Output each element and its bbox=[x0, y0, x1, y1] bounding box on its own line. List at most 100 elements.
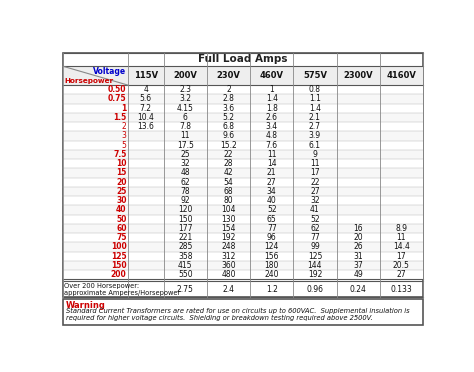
Text: 8.9: 8.9 bbox=[395, 224, 407, 233]
Text: 221: 221 bbox=[178, 233, 192, 242]
Bar bbox=[63, 261, 423, 270]
Text: Full Load Amps: Full Load Amps bbox=[198, 54, 288, 64]
Text: 1.1: 1.1 bbox=[309, 94, 321, 103]
Text: 285: 285 bbox=[178, 243, 192, 251]
Text: 144: 144 bbox=[308, 261, 322, 270]
Text: 20: 20 bbox=[116, 178, 127, 187]
Text: 1.4: 1.4 bbox=[309, 104, 321, 113]
Text: 2.8: 2.8 bbox=[223, 94, 235, 103]
Text: 192: 192 bbox=[221, 233, 236, 242]
Text: 115V: 115V bbox=[134, 71, 158, 80]
Bar bbox=[63, 131, 423, 141]
Text: 15.2: 15.2 bbox=[220, 141, 237, 150]
Text: 48: 48 bbox=[181, 169, 190, 177]
Text: 6.1: 6.1 bbox=[309, 141, 321, 150]
Bar bbox=[63, 113, 423, 122]
Bar bbox=[63, 224, 423, 233]
Text: 1.8: 1.8 bbox=[266, 104, 278, 113]
Text: 1: 1 bbox=[269, 85, 274, 94]
Text: 78: 78 bbox=[181, 187, 190, 196]
Text: 49: 49 bbox=[353, 270, 363, 279]
Text: 100: 100 bbox=[111, 243, 127, 251]
Text: 37: 37 bbox=[353, 261, 363, 270]
Text: 54: 54 bbox=[224, 178, 233, 187]
Bar bbox=[63, 85, 423, 94]
Text: 41: 41 bbox=[310, 205, 320, 215]
Text: 0.50: 0.50 bbox=[108, 85, 127, 94]
Text: 4160V: 4160V bbox=[386, 71, 416, 80]
Text: 156: 156 bbox=[264, 252, 279, 261]
Text: 0.96: 0.96 bbox=[306, 285, 323, 294]
Text: 62: 62 bbox=[181, 178, 190, 187]
Text: 415: 415 bbox=[178, 261, 192, 270]
Text: 96: 96 bbox=[267, 233, 277, 242]
Text: 77: 77 bbox=[310, 233, 320, 242]
Text: 40: 40 bbox=[267, 196, 277, 205]
Text: 7.2: 7.2 bbox=[140, 104, 152, 113]
Text: 125: 125 bbox=[111, 252, 127, 261]
Text: 104: 104 bbox=[221, 205, 236, 215]
Text: 15: 15 bbox=[116, 169, 127, 177]
Text: 2: 2 bbox=[122, 122, 127, 131]
Text: 150: 150 bbox=[178, 215, 192, 224]
Text: 2300V: 2300V bbox=[343, 71, 373, 80]
Bar bbox=[63, 270, 423, 279]
Text: 2.75: 2.75 bbox=[177, 285, 194, 294]
Bar bbox=[63, 122, 423, 131]
Text: 150: 150 bbox=[111, 261, 127, 270]
Text: 550: 550 bbox=[178, 270, 192, 279]
Text: 17.5: 17.5 bbox=[177, 141, 194, 150]
Text: 11: 11 bbox=[310, 159, 319, 168]
Text: 9: 9 bbox=[312, 150, 318, 159]
Text: 7.6: 7.6 bbox=[265, 141, 278, 150]
Text: 7.5: 7.5 bbox=[113, 150, 127, 159]
Text: 5.6: 5.6 bbox=[140, 94, 152, 103]
Text: 1.2: 1.2 bbox=[266, 285, 278, 294]
Text: 20.5: 20.5 bbox=[393, 261, 410, 270]
Text: Voltage: Voltage bbox=[93, 67, 126, 76]
Text: 20: 20 bbox=[353, 233, 363, 242]
Text: 0.8: 0.8 bbox=[309, 85, 321, 94]
Bar bbox=[63, 150, 423, 159]
Bar bbox=[63, 196, 423, 205]
Text: 130: 130 bbox=[221, 215, 236, 224]
Text: 3.6: 3.6 bbox=[222, 104, 235, 113]
Text: 75: 75 bbox=[116, 233, 127, 242]
Bar bbox=[63, 251, 423, 261]
Bar bbox=[63, 168, 423, 177]
Text: 200V: 200V bbox=[173, 71, 197, 80]
Text: 14.4: 14.4 bbox=[393, 243, 410, 251]
Text: 22: 22 bbox=[224, 150, 233, 159]
Text: 2.3: 2.3 bbox=[179, 85, 191, 94]
Text: 13.6: 13.6 bbox=[137, 122, 154, 131]
Text: 2: 2 bbox=[226, 85, 231, 94]
Text: 180: 180 bbox=[264, 261, 279, 270]
Text: 120: 120 bbox=[178, 205, 192, 215]
Text: 2.1: 2.1 bbox=[309, 113, 321, 122]
Text: 16: 16 bbox=[353, 224, 363, 233]
Text: 40: 40 bbox=[116, 205, 127, 215]
Text: 200: 200 bbox=[111, 270, 127, 279]
Text: 6: 6 bbox=[183, 113, 188, 122]
Text: 34: 34 bbox=[267, 187, 277, 196]
Text: 11: 11 bbox=[267, 150, 276, 159]
Text: 0.24: 0.24 bbox=[350, 285, 366, 294]
Text: 22: 22 bbox=[310, 178, 319, 187]
Text: 28: 28 bbox=[224, 159, 233, 168]
Bar bbox=[63, 103, 423, 113]
Text: 154: 154 bbox=[221, 224, 236, 233]
Text: Standard Current Transformers are rated for use on circuits up to 600VAC.  Suppl: Standard Current Transformers are rated … bbox=[66, 308, 410, 321]
Bar bbox=[63, 66, 423, 85]
Text: 0.133: 0.133 bbox=[391, 285, 412, 294]
Bar bbox=[63, 187, 423, 196]
Text: 1.4: 1.4 bbox=[266, 94, 278, 103]
Bar bbox=[63, 94, 423, 103]
Text: 177: 177 bbox=[178, 224, 192, 233]
Text: 5: 5 bbox=[122, 141, 127, 150]
Bar bbox=[63, 141, 423, 150]
Text: 52: 52 bbox=[310, 215, 320, 224]
Text: 25: 25 bbox=[116, 187, 127, 196]
Text: Warning: Warning bbox=[66, 301, 106, 310]
Text: 7.8: 7.8 bbox=[179, 122, 191, 131]
Text: 27: 27 bbox=[267, 178, 276, 187]
